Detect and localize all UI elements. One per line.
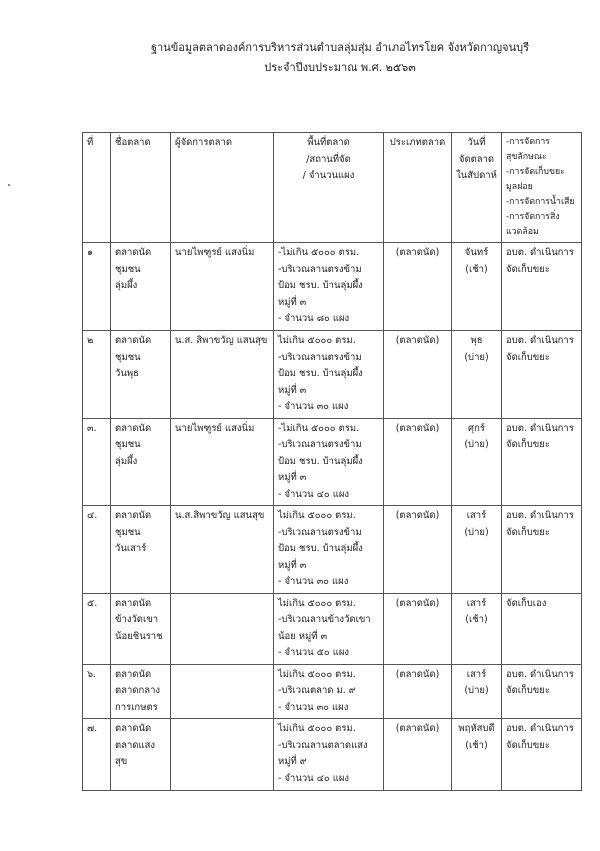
market-type: (ตลาดนัด) [383, 417, 452, 506]
header-type: ประเภทตลาด [383, 132, 452, 243]
market-manager: นายไพฑูรย์ แสงนิ่ม [170, 417, 274, 506]
market-manager: น.ส.สิพาขวัญ แสนสุข [170, 505, 274, 594]
table-row: ๓. ตลาดนัด ชุมชน ลุ่มผึ้ง นายไพฑูรย์ แสงนิ… [82, 417, 582, 506]
market-management: อบต. ดำเนินการ จัดเก็บขยะ [501, 242, 582, 331]
row-number: ๓. [82, 417, 111, 506]
header-manager: ผู้จัดการตลาด [170, 132, 274, 243]
table-row: ๔. ตลาดนัด ชุมชน วันเสาร์ น.ส.สิพาขวัญ แสน… [82, 505, 582, 594]
market-area: ไม่เกิน ๕๐๐๐ ตรม. -บริเวณลานตลาดแสง หมู่… [273, 718, 384, 791]
market-name: ตลาดนัด ชุมชน วันเสาร์ [110, 505, 171, 594]
market-type: (ตลาดนัด) [383, 330, 452, 419]
market-management: อบต. ดำเนินการ จัดเก็บขยะ [501, 505, 582, 594]
market-area: ไม่เกิน ๕๐๐๐ ตรม. -บริเวณลานตรงข้าม ป้อม… [273, 330, 384, 419]
market-manager: นายไพฑูรย์ แสงนิ่ม [170, 242, 274, 331]
market-day: พฤหัสบดี (เช้า) [451, 718, 502, 791]
row-number: ๗. [82, 718, 111, 791]
market-name: ตลาดนัด ชุมชน ลุ่มผึ้ง [110, 417, 171, 506]
market-area: -ไม่เกิน ๕๐๐๐ ตรม. -บริเวณลานตรงข้าม ป้อ… [273, 417, 384, 506]
market-area: ไม่เกิน ๕๐๐๐ ตรม. -บริเวณลานตรงข้าม ป้อม… [273, 505, 384, 594]
header-day: วันที่ จัดตลาด ในสัปดาห์ [451, 132, 502, 243]
document-title: ฐานข้อมูลตลาดองค์การบริหารส่วนตำบลลุ่มสุ… [150, 41, 530, 54]
document-subtitle: ประจำปีงบประมาณ พ.ศ. ๒๕๖๓ [264, 61, 416, 74]
market-name: ตลาดนัด ชุมชน วันพุธ [110, 330, 171, 419]
market-manager: น.ส. สิพาขวัญ แสนสุข [170, 330, 274, 419]
market-type: (ตลาดนัด) [383, 592, 452, 665]
market-day: เสาร์ (บ่าย) [451, 663, 502, 719]
table-row: ๒ตลาดนัด ชุมชน วันพุธ น.ส. สิพาขวัญ แสนสุ… [82, 330, 582, 419]
table-row: ๖. ตลาดนัด ตลาดกลาง การเกษตร ไม่เกิน ๕๐๐๐ … [82, 663, 582, 719]
market-area: ไม่เกิน ๕๐๐๐ ตรม. -บริเวณตลาด ม. ๙ - จำน… [273, 663, 384, 719]
market-management: อบต. ดำเนินการ จัดเก็บขยะ [501, 718, 582, 791]
row-number: ๔. [82, 505, 111, 594]
market-type: (ตลาดนัด) [383, 505, 452, 594]
market-type: (ตลาดนัด) [383, 718, 452, 791]
table-row: ๗. ตลาดนัด ตลาดแสงสุข ไม่เกิน ๕๐๐๐ ตรม. -บ… [82, 718, 582, 791]
table-row: ๑ตลาดนัด ชุมชน ลุ่มผึ้ง นายไพฑูรย์ แสงนิ่… [82, 242, 582, 331]
market-management: อบต. ดำเนินการ จัดเก็บขยะ [501, 663, 582, 719]
row-number: ๑ [82, 242, 111, 331]
market-manager [170, 718, 274, 791]
market-manager [170, 663, 274, 719]
row-number: ๕. [82, 592, 111, 665]
scan-speck [8, 184, 10, 186]
market-day: เสาร์ (เช้า) [451, 592, 502, 665]
market-type: (ตลาดนัด) [383, 242, 452, 331]
market-day: เสาร์ (บ่าย) [451, 505, 502, 594]
market-management: อบต. ดำเนินการ จัดเก็บขยะ [501, 417, 582, 506]
market-day: ศุกร์ (บ่าย) [451, 417, 502, 506]
market-management: จัดเก็บเอง [501, 592, 582, 665]
market-area: ไม่เกิน ๕๐๐๐ ตรม. -บริเวณลานข้างวัดเขา น… [273, 592, 384, 665]
market-name: ตลาดนัด ตลาดกลาง การเกษตร [110, 663, 171, 719]
market-name: ตลาดนัด ข้างวัดเขา น้อยชินราช [110, 592, 171, 665]
header-name: ชื่อตลาด [110, 132, 171, 243]
row-number: ๖. [82, 663, 111, 719]
header-management: -การจัดการสุขลักษณะ -การจัดเก็บขยะมูลฝอย… [501, 132, 582, 243]
market-day: จันทร์ (เช้า) [451, 242, 502, 331]
header-area: พื้นที่ตลาด /สถานที่จัด / จำนวนแผง [273, 132, 384, 243]
market-name: ตลาดนัด ชุมชน ลุ่มผึ้ง [110, 242, 171, 331]
table-row: ๕. ตลาดนัด ข้างวัดเขา น้อยชินราช ไม่เกิน ๕… [82, 592, 582, 665]
market-manager [170, 592, 274, 665]
market-management: อบต. ดำเนินการ จัดเก็บขยะ [501, 330, 582, 419]
market-day: พุธ (บ่าย) [451, 330, 502, 419]
header-row: ที่ ชื่อตลาด ผู้จัดการตลาด พื้นที่ตลาด /… [82, 132, 582, 243]
market-type: (ตลาดนัด) [383, 663, 452, 719]
market-table: ที่ ชื่อตลาด ผู้จัดการตลาด พื้นที่ตลาด /… [82, 132, 582, 791]
market-name: ตลาดนัด ตลาดแสงสุข [110, 718, 171, 791]
header-no: ที่ [82, 132, 111, 243]
market-area: -ไม่เกิน ๕๐๐๐ ตรม. -บริเวณลานตรงข้าม ป้อ… [273, 242, 384, 331]
row-number: ๒ [82, 330, 111, 419]
